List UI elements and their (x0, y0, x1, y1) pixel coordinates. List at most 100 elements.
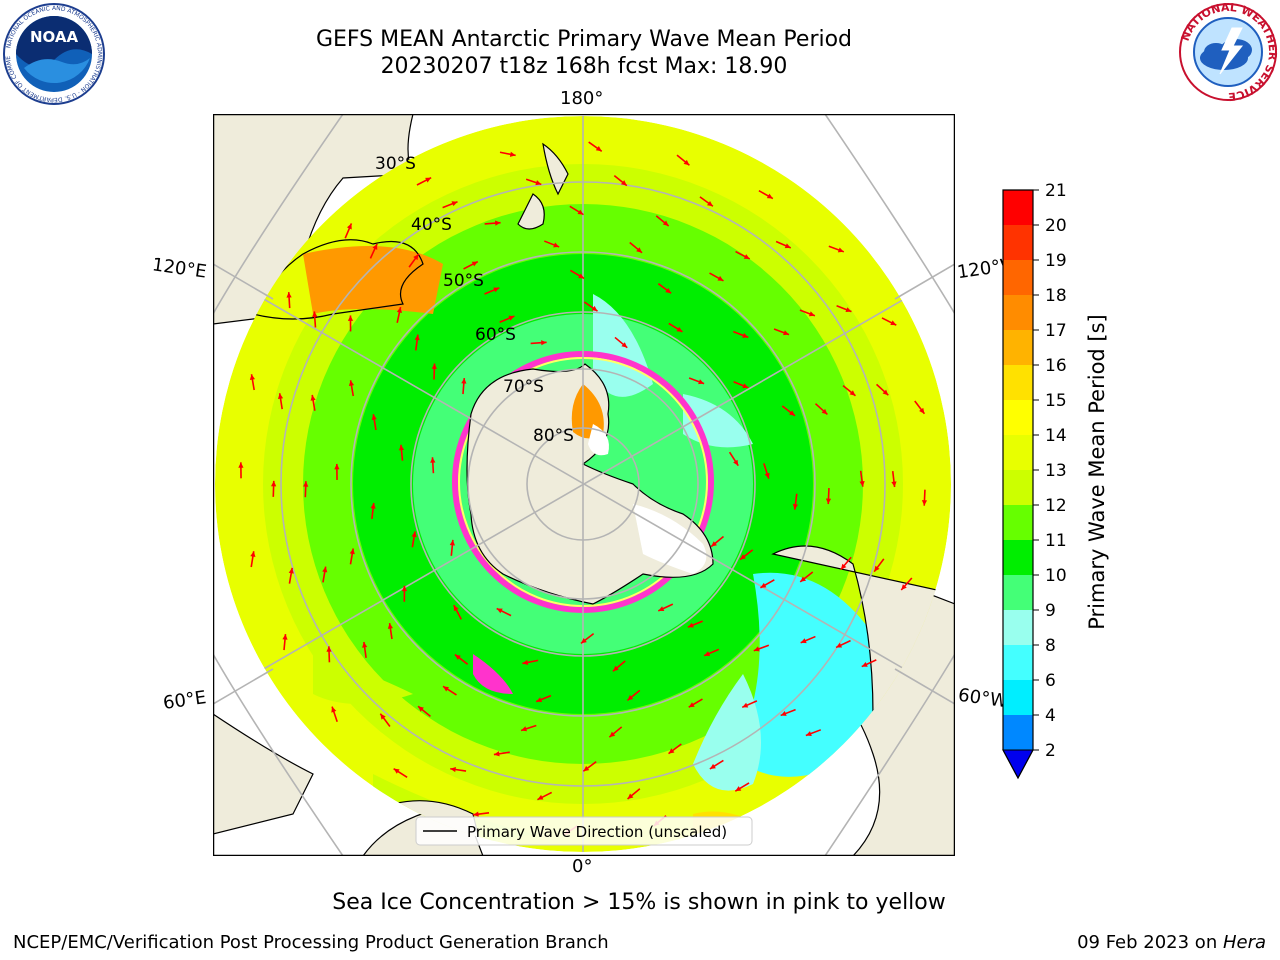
wave-arrow-head (578, 273, 585, 279)
colorbar-tick-label: 12 (1045, 496, 1067, 516)
colorbar-tick-label: 9 (1045, 601, 1056, 621)
wave-arrow-head (393, 768, 400, 774)
colorbar-block (1003, 470, 1033, 505)
colorbar-block (1003, 260, 1033, 295)
wave-arrow-head (784, 243, 791, 249)
wave-arrow-head (792, 503, 799, 510)
colorbar-label: Primary Wave Mean Period [s] (1085, 314, 1109, 630)
wave-arrow-head (372, 243, 378, 250)
colorbar-block (1003, 295, 1033, 330)
colorbar-tick-label: 8 (1045, 636, 1056, 656)
wave-arrow-head (882, 389, 889, 396)
lat-label-80s: 80°S (533, 426, 574, 446)
colorbar-block (1003, 190, 1033, 225)
wave-arrow-head (536, 697, 543, 703)
wave-arrow-head (636, 247, 643, 253)
wave-arrow-head (805, 731, 812, 737)
colorbar-extend-triangle (1002, 749, 1034, 780)
colorbar-block (1003, 715, 1033, 750)
wave-arrow-head (698, 379, 705, 385)
lon-label-left-lower: 60°E (161, 687, 208, 714)
footer-host: Hera (1222, 932, 1266, 953)
wave-arrow-head (859, 480, 865, 487)
wave-arrow-head (473, 811, 479, 817)
wave-arrow-head (508, 315, 515, 321)
colorbar-block (1003, 610, 1033, 645)
wave-arrow-head (901, 584, 907, 590)
wave-arrow-head (453, 605, 459, 612)
wave-arrow-head (312, 311, 318, 318)
wave-arrow-head (583, 765, 590, 772)
wave-direction-arrows (238, 141, 928, 836)
wave-arrow-head (687, 622, 694, 628)
wave-arrow-head (676, 326, 683, 332)
wave-arrow-head (627, 793, 634, 799)
wave-arrow-head (401, 585, 408, 592)
wave-arrow-head (789, 410, 795, 416)
wave-arrow-head (346, 223, 352, 230)
wave-arrow-head (349, 548, 355, 555)
colorbar-block (1003, 365, 1033, 400)
wave-arrow-head (742, 702, 749, 708)
colorbar-tick-label: 4 (1045, 706, 1056, 726)
map-border (213, 114, 955, 856)
colorbar: 21 20 19 18 17 16 15 14 13 12 11 10 9 8 6 4 2 (1002, 181, 1067, 780)
nws-logo-icon: NATIONAL WEATHER SERVICE (1179, 2, 1278, 102)
lat-label-30s: 30°S (375, 154, 416, 174)
lon-label-top: 180° (560, 88, 604, 109)
wave-arrow-head (580, 638, 587, 644)
wave-arrow-head (430, 457, 436, 463)
wave-arrow-head (362, 642, 368, 648)
wave-arrow-head (837, 247, 844, 253)
wave-arrow-head (288, 567, 294, 574)
wave-arrow-head (322, 566, 328, 573)
wave-arrow-head (874, 565, 880, 572)
wave-arrow-head (454, 654, 461, 660)
wave-arrow-head (249, 374, 255, 380)
colorbar-tick-label: 13 (1045, 461, 1067, 481)
wave-arrow-head (286, 292, 292, 298)
wave-arrow-head (509, 151, 516, 157)
lat-label-60s: 60°S (475, 325, 516, 345)
wave-arrow-head (553, 242, 560, 248)
wave-arrow-head (595, 146, 602, 152)
wave-arrow-head (668, 748, 675, 754)
colorbar-tick-label: 15 (1045, 391, 1067, 411)
wave-arrow-head (627, 695, 634, 701)
wave-arrow-head (740, 554, 746, 560)
wave-arrow-head (711, 541, 717, 547)
colorbar-border (1002, 189, 1034, 780)
colorbar-tick-label: 21 (1045, 181, 1067, 201)
wave-arrow-head (541, 340, 547, 346)
wave-arrow-head (471, 261, 478, 267)
wave-arrow-head (621, 342, 628, 348)
colorbar-block (1003, 225, 1033, 260)
wave-arrow-head (836, 642, 843, 648)
wave-arrow-head (450, 766, 456, 773)
sea-ice-note: Sea Ice Concentration > 15% is shown in … (332, 890, 946, 915)
colorbar-block (1003, 680, 1033, 715)
footer-branch: NCEP/EMC/Verification Post Processing Pr… (13, 932, 609, 953)
colorbar-block (1003, 540, 1033, 575)
wave-arrow-head (277, 393, 284, 400)
wave-arrow-head (521, 726, 528, 732)
colorbar-tick-label: 11 (1045, 531, 1067, 551)
wave-arrow-head (577, 209, 584, 215)
wave-arrow-head (612, 665, 619, 672)
wave-arrow-head (387, 623, 393, 629)
wave-arrow-head (326, 646, 332, 652)
title-line-1: GEFS MEAN Antarctic Primary Wave Mean Pe… (315, 27, 853, 52)
wave-arrow-head (411, 531, 417, 538)
wave-arrow-head (760, 582, 767, 588)
wave-arrow-head (250, 551, 256, 557)
colorbar-tick-label: 19 (1045, 251, 1067, 271)
wave-arrow-head (780, 711, 787, 716)
wave-arrow-head (733, 459, 739, 466)
wave-arrow-head (800, 638, 807, 644)
wave-arrow-head (371, 414, 377, 420)
wave-arrow-head (380, 713, 386, 720)
wave-arrow-head (764, 472, 770, 479)
wave-arrow-head (706, 200, 713, 207)
footer-date: 09 Feb 2023 on Hera (1077, 932, 1266, 953)
noaa-logo-icon: NOAA NATIONAL OCEANIC AND ATMOSPHERIC AD… (2, 2, 105, 105)
